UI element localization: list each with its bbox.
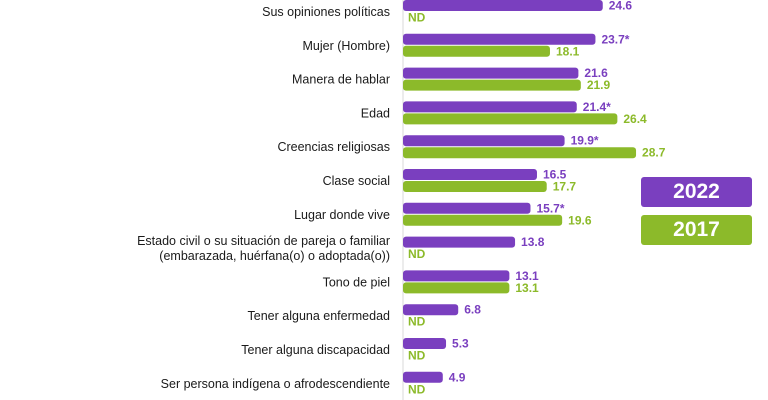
data-label-2022: 21.6 (584, 66, 608, 80)
category-label-line: Manera de hablar (292, 73, 390, 87)
bar-2022 (403, 0, 603, 11)
category-label-line: Edad (361, 106, 390, 120)
legend-2017: 2017 (641, 215, 752, 245)
category-label: Estado civil o su situación de pareja o … (137, 234, 390, 263)
bar-2017 (403, 214, 563, 226)
data-label-2017: 17.7 (553, 180, 577, 194)
legend-2022: 2022 (641, 177, 752, 207)
bar-2017 (403, 45, 550, 57)
category-label: Mujer (Hombre) (302, 39, 390, 53)
bar-2022 (403, 371, 443, 383)
data-label-2017: 19.6 (568, 213, 592, 227)
bar-2017 (403, 282, 510, 294)
category-label: Creencias religiosas (277, 140, 390, 154)
category-label-line: (embarazada, huérfana(o) o adoptada(o)) (159, 249, 390, 263)
bar-2022 (403, 304, 459, 316)
bar-2022 (403, 33, 596, 45)
category-label: Ser persona indígena o afrodescendiente (161, 377, 390, 391)
bar-2017 (403, 79, 581, 91)
data-label-2022: 6.8 (464, 303, 481, 317)
bar-2022 (403, 236, 516, 248)
data-label-2017: ND (408, 349, 426, 363)
data-label-2022: 15.7* (536, 201, 564, 215)
category-label: Sus opiniones políticas (262, 5, 390, 19)
category-label: Tener alguna enfermedad (248, 309, 391, 323)
data-label-2022: 24.6 (609, 0, 633, 13)
bar-2017 (403, 113, 618, 125)
bar-2022 (403, 338, 447, 349)
bar-2022 (403, 101, 577, 113)
data-label-2022: 13.8 (521, 235, 545, 249)
category-label-line: Estado civil o su situación de pareja o … (137, 234, 390, 248)
category-label-line: Tono de piel (323, 275, 390, 289)
category-label: Manera de hablar (292, 73, 390, 87)
data-label-2022: 16.5 (543, 168, 567, 182)
category-label: Edad (361, 106, 390, 120)
category-label-line: Tener alguna enfermedad (248, 309, 391, 323)
bar-2022 (403, 270, 510, 282)
category-label-line: Clase social (323, 174, 390, 188)
bar-2022 (403, 135, 565, 147)
data-label-2017: 18.1 (556, 44, 580, 58)
data-label-2022: 5.3 (452, 337, 469, 351)
category-label-line: Creencias religiosas (277, 140, 390, 154)
bar-2022 (403, 202, 531, 214)
bar-2017 (403, 147, 637, 159)
data-label-2017: ND (408, 247, 426, 261)
category-label: Lugar donde vive (294, 208, 390, 222)
data-label-2017: 21.9 (587, 78, 611, 92)
data-label-2022: 4.9 (449, 370, 466, 384)
data-label-2017: 26.4 (623, 112, 647, 126)
data-label-2022: 23.7* (601, 32, 629, 46)
data-label-2017: ND (408, 11, 426, 25)
bar-2022 (403, 67, 579, 79)
data-label-2017: ND (408, 382, 426, 396)
data-label-2017: ND (408, 315, 426, 329)
category-label-line: Sus opiniones políticas (262, 5, 390, 19)
category-label: Clase social (323, 174, 390, 188)
category-label-line: Lugar donde vive (294, 208, 390, 222)
data-label-2017: 13.1 (515, 281, 539, 295)
category-label: Tono de piel (323, 275, 390, 289)
bar-2017 (403, 181, 547, 192)
data-label-2022: 19.9* (571, 134, 599, 148)
category-label-line: Ser persona indígena o afrodescendiente (161, 377, 390, 391)
data-label-2022: 13.1 (515, 269, 539, 283)
data-label-2022: 21.4* (583, 100, 611, 114)
category-label: Tener alguna discapacidad (241, 343, 390, 357)
bar-2022 (403, 169, 537, 180)
category-label-line: Mujer (Hombre) (302, 39, 390, 53)
data-label-2017: 28.7 (642, 146, 666, 160)
category-label-line: Tener alguna discapacidad (241, 343, 390, 357)
